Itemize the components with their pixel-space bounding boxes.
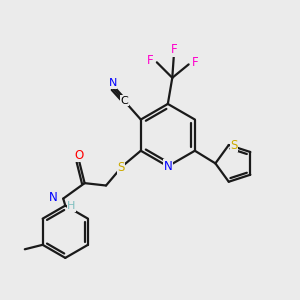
- Text: N: N: [49, 190, 58, 204]
- Text: O: O: [75, 149, 84, 162]
- Text: S: S: [230, 139, 238, 152]
- Text: C: C: [121, 95, 128, 106]
- Text: H: H: [68, 201, 76, 211]
- Text: S: S: [117, 161, 124, 174]
- Text: F: F: [147, 54, 154, 67]
- Text: N: N: [164, 160, 172, 173]
- Text: F: F: [192, 56, 198, 69]
- Text: N: N: [108, 78, 117, 88]
- Text: F: F: [170, 43, 177, 56]
